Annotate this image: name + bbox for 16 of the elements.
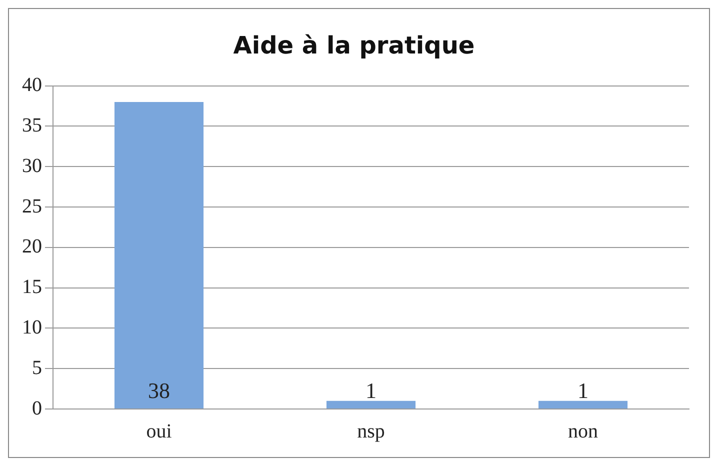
y-tick-label: 20 — [22, 236, 42, 258]
y-tick-label: 0 — [32, 397, 42, 420]
chart-title: Aide à la pratique — [233, 32, 475, 60]
data-label: 1 — [578, 378, 588, 403]
y-tick-label: 25 — [22, 195, 42, 218]
data-label: 1 — [366, 378, 376, 403]
x-tick-label: non — [568, 420, 598, 442]
x-tick-label: oui — [146, 420, 172, 442]
y-tick-label: 40 — [22, 74, 42, 96]
y-tick-label: 5 — [32, 356, 42, 379]
y-tick-label: 30 — [22, 154, 42, 177]
y-tick-label: 35 — [22, 114, 42, 136]
data-label: 38 — [148, 378, 170, 403]
y-tick-label: 15 — [22, 276, 42, 298]
x-tick-label: nsp — [357, 420, 385, 442]
y-tick-label: 10 — [22, 316, 42, 338]
